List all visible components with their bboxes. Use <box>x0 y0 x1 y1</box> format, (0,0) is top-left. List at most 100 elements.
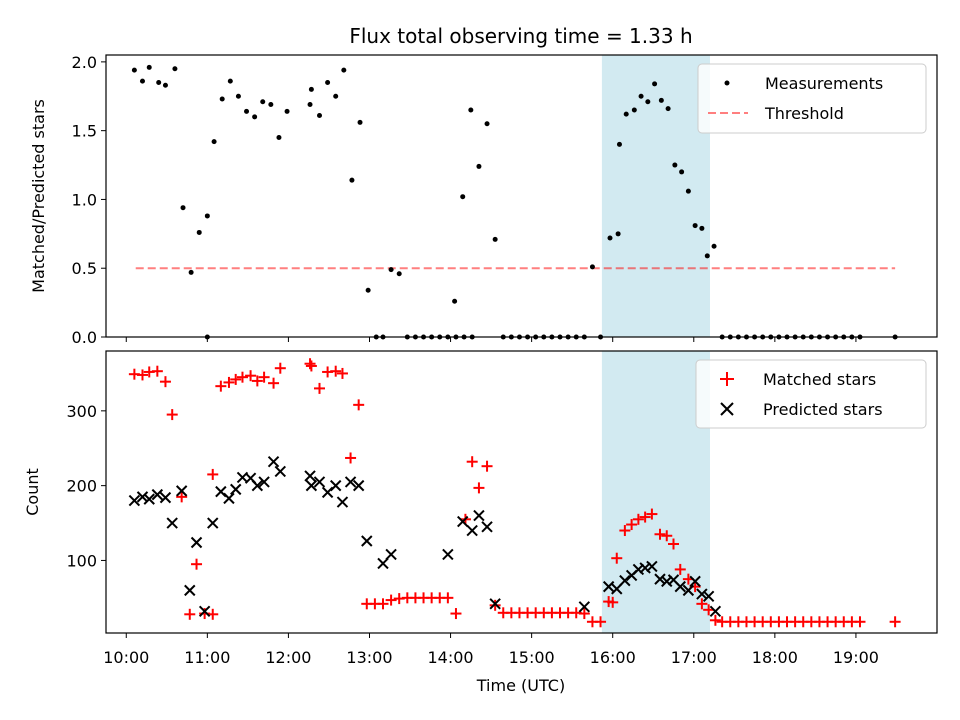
measurement-point <box>333 93 339 99</box>
measurement-point <box>607 235 613 241</box>
matched-star-point <box>236 371 248 383</box>
matched-star-point <box>268 377 280 389</box>
matched-star-point <box>696 598 708 610</box>
measurement-point <box>615 231 621 237</box>
predicted-star-point <box>175 485 188 497</box>
matched-star-point <box>258 371 270 383</box>
measurement-point <box>204 213 210 219</box>
matched-star-point <box>481 460 493 472</box>
predicted-star-point <box>198 605 211 618</box>
measurement-point <box>679 169 685 175</box>
x-tick-label: 12:00 <box>265 648 311 667</box>
predicted-star-point <box>702 590 715 603</box>
measurement-point <box>316 113 322 119</box>
matched-star-point <box>230 373 242 385</box>
legend-threshold-label: Threshold <box>764 104 844 123</box>
matched-star-point <box>607 596 619 608</box>
measurement-point <box>172 66 178 72</box>
matched-star-point <box>489 599 501 611</box>
predicted-star-point <box>578 601 591 613</box>
predicted-star-point <box>136 491 149 503</box>
measurement-point <box>652 81 658 87</box>
matched-star-point <box>385 594 397 606</box>
matched-star-point <box>345 452 357 464</box>
matched-star-point <box>184 608 196 620</box>
matched-star-point <box>578 608 590 620</box>
measurement-point <box>341 67 347 73</box>
matched-star-point <box>166 409 178 421</box>
measurement-point <box>658 97 664 103</box>
predicted-star-point <box>143 493 155 505</box>
matched-star-point <box>442 592 454 604</box>
y-tick-label: 0.5 <box>72 259 97 278</box>
y-tick-label: 200 <box>66 477 97 496</box>
matched-star-point <box>136 369 148 381</box>
ratio-legend: Measurements Threshold <box>697 63 927 134</box>
legend-matched-label: Matched stars <box>763 370 876 389</box>
predicted-star-point <box>207 517 219 529</box>
measurement-point <box>616 141 622 147</box>
matched-star-point <box>889 616 901 628</box>
ratio-panel: 0.00.51.01.52.0 Matched/Predicted stars … <box>29 53 938 347</box>
measurement-point <box>325 80 331 86</box>
legend-predicted-marker <box>720 402 734 416</box>
measurement-point <box>349 177 355 183</box>
matched-star-point <box>854 616 866 628</box>
matched-star-point <box>353 399 365 411</box>
measurement-point <box>623 111 629 117</box>
legend-measurements-marker <box>724 80 730 86</box>
ratio-y-axis-label: Matched/Predicted stars <box>29 99 48 293</box>
measurement-point <box>692 223 698 229</box>
predicted-star-point <box>654 573 666 585</box>
chart-title: Flux total observing time = 1.33 h <box>349 24 692 48</box>
predicted-star-point <box>352 479 365 492</box>
measurement-point <box>711 243 717 249</box>
predicted-star-point <box>377 557 389 570</box>
matched-star-point <box>626 519 638 531</box>
count-y-axis-label: Count <box>23 468 42 516</box>
matched-star-point <box>632 513 644 525</box>
measurement-point <box>307 102 313 108</box>
x-tick-label: 18:00 <box>752 648 798 667</box>
measurement-point <box>468 107 474 113</box>
measurement-point <box>492 236 498 242</box>
measurement-point <box>396 271 402 277</box>
measurement-point <box>162 82 168 88</box>
matched-star-point <box>245 370 257 382</box>
legend-predicted-label: Predicted stars <box>763 400 883 419</box>
predicted-star-point <box>682 584 695 597</box>
x-tick-label: 15:00 <box>509 648 555 667</box>
measurement-point <box>685 188 691 194</box>
predicted-star-point <box>151 488 164 501</box>
legend-matched-marker <box>720 372 734 386</box>
measurement-point <box>268 102 274 108</box>
predicted-star-point <box>267 455 280 468</box>
predicted-star-point <box>128 494 141 507</box>
matched-star-point <box>207 608 219 620</box>
measurement-point <box>219 96 225 102</box>
count-y-ticks: 100 200 300 <box>66 402 106 570</box>
count-panel: 100 200 300 10:00 11:00 12:00 13:00 14:00 15:00… <box>23 350 938 695</box>
predicted-star-point <box>190 536 203 549</box>
predicted-star-point <box>709 605 722 618</box>
predicted-star-point <box>466 524 478 537</box>
measurement-point <box>452 298 458 304</box>
matched-star-point <box>215 380 227 392</box>
y-tick-label: 2.0 <box>72 53 97 72</box>
matched-star-point <box>159 376 171 388</box>
matched-star-point <box>313 382 325 394</box>
measurement-point <box>308 86 314 92</box>
matched-star-point <box>304 358 316 370</box>
measurement-point <box>284 108 290 114</box>
matched-star-point <box>709 614 721 626</box>
predicted-star-point <box>689 575 701 588</box>
predicted-star-point <box>674 580 686 593</box>
measurement-point <box>476 163 482 169</box>
legend-measurements-label: Measurements <box>765 74 883 93</box>
predicted-star-point <box>313 476 326 488</box>
y-tick-label: 1.0 <box>72 190 97 209</box>
measurement-point <box>388 267 394 273</box>
matched-star-point <box>654 528 666 540</box>
x-tick-label: 19:00 <box>833 648 879 667</box>
highlight-span-top <box>601 55 710 337</box>
